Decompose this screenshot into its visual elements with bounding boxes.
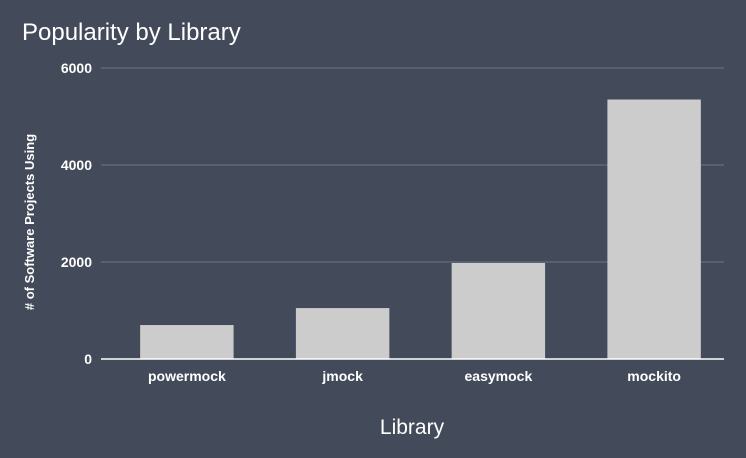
x-tick-label-powermock: powermock bbox=[148, 368, 226, 384]
x-axis-label: Library bbox=[380, 416, 445, 439]
bar-powermock bbox=[140, 325, 234, 359]
y-axis-label: # of Software Projects Using bbox=[22, 134, 37, 310]
x-tick-labels: powermock jmock easymock mockito bbox=[148, 368, 681, 384]
bar-jmock bbox=[295, 308, 390, 359]
x-tick-label-jmock: jmock bbox=[321, 368, 363, 384]
bars bbox=[140, 99, 701, 360]
y-tick-label: 6000 bbox=[61, 60, 92, 76]
y-tick-labels: 0 2000 4000 6000 bbox=[61, 60, 92, 367]
x-tick-label-easymock: easymock bbox=[465, 368, 533, 384]
chart-title: Popularity by Library bbox=[22, 19, 241, 46]
y-tick-label: 2000 bbox=[61, 254, 92, 270]
x-tick-label-mockito: mockito bbox=[627, 368, 681, 384]
y-tick-label: 0 bbox=[84, 351, 92, 367]
bar-easymock bbox=[451, 262, 546, 359]
y-tick-label: 4000 bbox=[61, 157, 92, 173]
bar-mockito bbox=[607, 99, 701, 360]
